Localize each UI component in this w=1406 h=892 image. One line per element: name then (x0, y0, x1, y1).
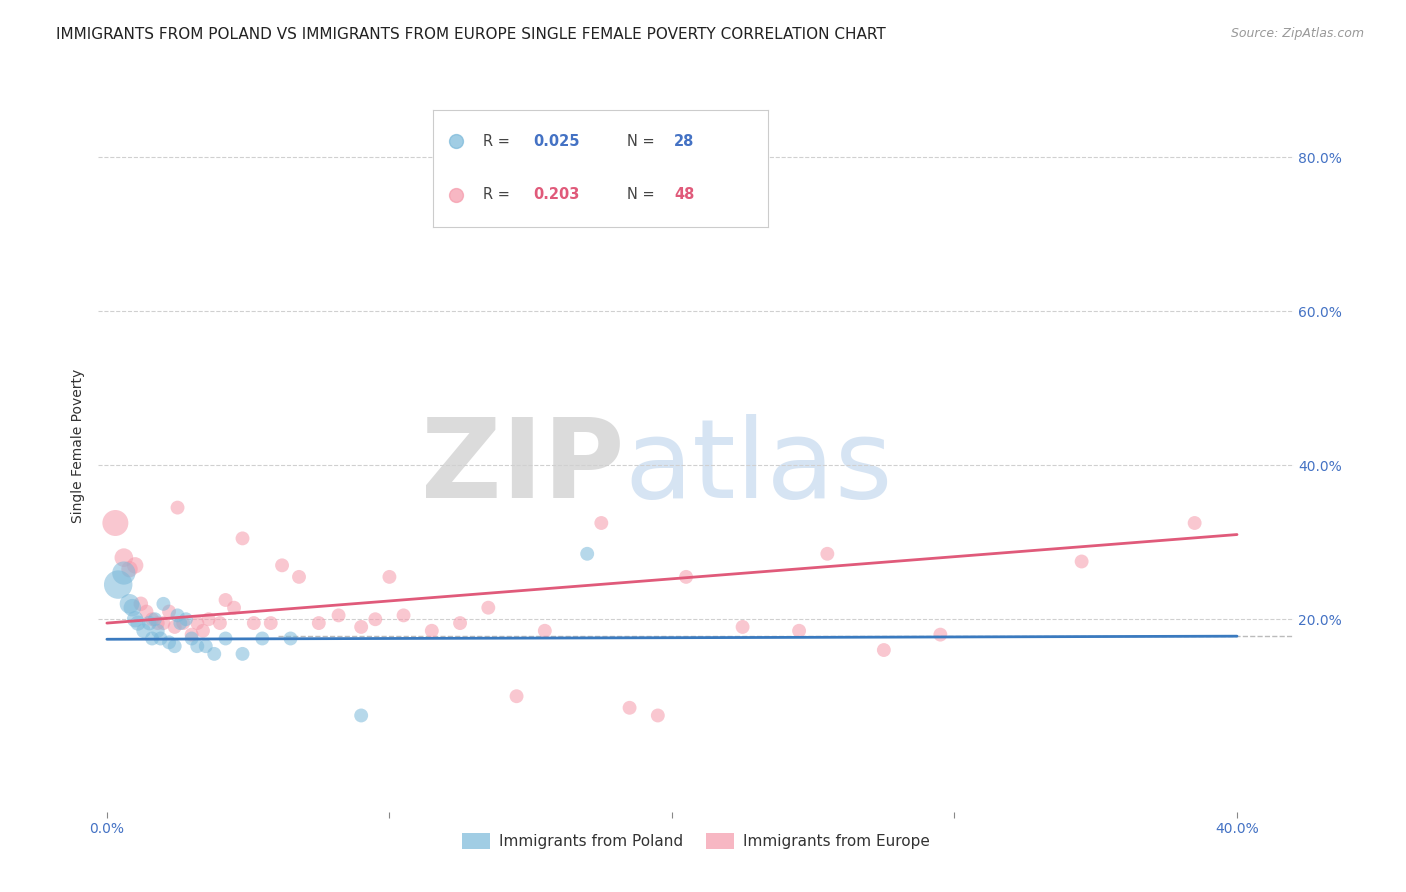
Point (675, 570, 697, 584)
Point (141, 612, 163, 626)
Point (280, 632, 302, 646)
Point (152, 616, 174, 631)
Point (252, 632, 274, 646)
Point (243, 616, 266, 631)
Point (873, 643, 896, 657)
Point (505, 690, 527, 704)
Point (121, 600, 143, 615)
Point (350, 708, 373, 723)
Point (124, 612, 146, 626)
Point (118, 597, 141, 611)
Point (194, 639, 217, 653)
Point (163, 620, 186, 634)
Point (127, 616, 149, 631)
Point (146, 616, 169, 631)
Point (157, 605, 180, 619)
Text: atlas: atlas (624, 415, 893, 522)
Point (271, 558, 294, 573)
Point (392, 608, 415, 623)
Point (143, 612, 166, 626)
Point (787, 624, 810, 638)
Point (135, 605, 157, 619)
Point (1070, 554, 1092, 568)
Point (214, 632, 236, 646)
Point (929, 627, 952, 641)
Point (186, 639, 208, 653)
Point (174, 612, 197, 626)
Point (231, 647, 253, 661)
Point (166, 608, 188, 623)
Point (118, 562, 141, 576)
Point (104, 516, 127, 530)
Point (152, 597, 174, 611)
Point (132, 624, 155, 638)
Point (815, 547, 838, 561)
Text: IMMIGRANTS FROM POLAND VS IMMIGRANTS FROM EUROPE SINGLE FEMALE POVERTY CORRELATI: IMMIGRANTS FROM POLAND VS IMMIGRANTS FRO… (56, 27, 886, 42)
Point (1184, 516, 1206, 530)
Point (166, 500, 188, 515)
Point (157, 635, 180, 649)
Point (222, 600, 245, 615)
Point (141, 632, 163, 646)
Point (169, 616, 191, 631)
Text: Source: ZipAtlas.com: Source: ZipAtlas.com (1230, 27, 1364, 40)
Point (288, 570, 311, 584)
Point (146, 624, 169, 638)
Point (107, 577, 129, 591)
Point (214, 593, 236, 607)
Point (186, 616, 208, 631)
Point (562, 200, 585, 214)
Point (260, 616, 283, 631)
Point (420, 624, 443, 638)
Point (731, 620, 754, 634)
Point (180, 627, 202, 641)
Point (350, 620, 373, 634)
Legend: Immigrants from Poland, Immigrants from Europe: Immigrants from Poland, Immigrants from … (456, 827, 936, 855)
Point (231, 532, 253, 546)
Point (308, 616, 330, 631)
Point (124, 558, 146, 573)
Point (149, 632, 172, 646)
Point (533, 624, 555, 638)
Point (647, 708, 669, 723)
Point (112, 566, 135, 580)
Point (619, 700, 641, 714)
Y-axis label: Single Female Poverty: Single Female Poverty (70, 369, 84, 523)
Point (477, 600, 499, 615)
Point (180, 632, 202, 646)
Point (112, 550, 135, 565)
Point (591, 516, 613, 530)
Point (378, 570, 401, 584)
Text: ZIP: ZIP (420, 415, 624, 522)
Point (197, 612, 219, 626)
Point (328, 608, 350, 623)
Point (129, 597, 152, 611)
Point (163, 639, 186, 653)
Point (208, 616, 231, 631)
Point (191, 624, 214, 638)
Point (138, 616, 160, 631)
Point (202, 647, 225, 661)
Point (364, 612, 387, 626)
Point (449, 616, 471, 631)
Point (172, 616, 194, 631)
Point (576, 547, 599, 561)
